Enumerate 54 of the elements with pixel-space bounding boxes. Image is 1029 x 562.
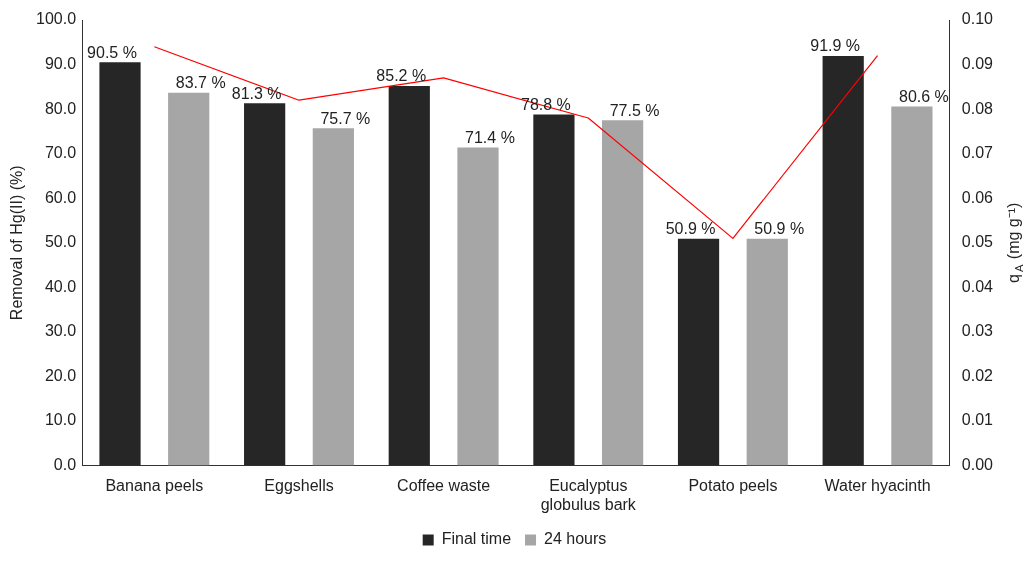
y2-tick-label: 0.04 (961, 277, 994, 295)
legend-label: 24 hours (544, 530, 607, 548)
y-tick-label: 20.0 (44, 366, 77, 384)
y-tick-label: 80.0 (44, 99, 77, 117)
legend-label: Final time (441, 530, 512, 548)
y2-tick-label: 0.08 (961, 99, 994, 117)
x-tick-label: Eggshells (264, 476, 334, 494)
y2-tick-label: 0.09 (961, 54, 994, 72)
bar (677, 238, 720, 466)
data-label: 71.4 % (465, 128, 515, 146)
data-label: 75.7 % (320, 109, 371, 127)
bar (533, 114, 575, 466)
bar (388, 85, 430, 466)
bar (312, 128, 354, 466)
y-tick-label: 60.0 (44, 188, 77, 206)
y-axis-title: Removal of Hg(II) (%) (8, 165, 26, 321)
bar (457, 147, 499, 466)
y2-tick-label: 0.02 (961, 366, 994, 384)
y2-axis-title: qA (mg g⁻¹) (1005, 202, 1025, 283)
x-tick-label: Eucalyptus globulus bark (540, 476, 637, 513)
bar (602, 120, 644, 466)
data-label: 80.6 % (898, 87, 949, 105)
data-label: 50.9 % (754, 220, 805, 238)
x-tick-label: Water hyacinth (824, 476, 931, 494)
x-tick-label: Potato peels (688, 476, 778, 494)
y2-tick-label: 0.03 (961, 322, 994, 340)
y2-tick-label: 0.00 (961, 456, 994, 474)
y2-tick-label: 0.05 (961, 233, 994, 251)
bar (746, 238, 788, 466)
data-label: 85.2 % (376, 67, 427, 85)
y2-tick-label: 0.07 (961, 144, 994, 162)
y2-tick-label: 0.10 (961, 10, 994, 28)
bar (244, 103, 286, 466)
x-tick-label: Coffee waste (397, 476, 491, 494)
y-tick-label: 40.0 (44, 277, 77, 295)
data-label: 90.5 % (87, 43, 137, 61)
bar (168, 92, 210, 466)
y-tick-label: 70.0 (44, 144, 77, 162)
y-tick-label: 90.0 (44, 54, 77, 72)
y-tick-label: 0.0 (53, 456, 77, 474)
data-label: 50.9 % (665, 220, 716, 238)
data-label: 83.7 % (175, 74, 226, 92)
y-tick-label: 10.0 (44, 411, 77, 429)
y-tick-label: 100.0 (35, 10, 77, 28)
y2-tick-label: 0.06 (961, 188, 994, 206)
y-tick-label: 50.0 (44, 233, 77, 251)
data-label: 77.5 % (609, 101, 660, 119)
bar (822, 56, 864, 466)
bar (99, 62, 141, 466)
bar (891, 106, 933, 466)
y2-tick-label: 0.01 (961, 411, 994, 429)
x-tick-label: Banana peels (105, 476, 204, 494)
data-label: 91.9 % (810, 37, 861, 55)
y-tick-label: 30.0 (44, 322, 77, 340)
